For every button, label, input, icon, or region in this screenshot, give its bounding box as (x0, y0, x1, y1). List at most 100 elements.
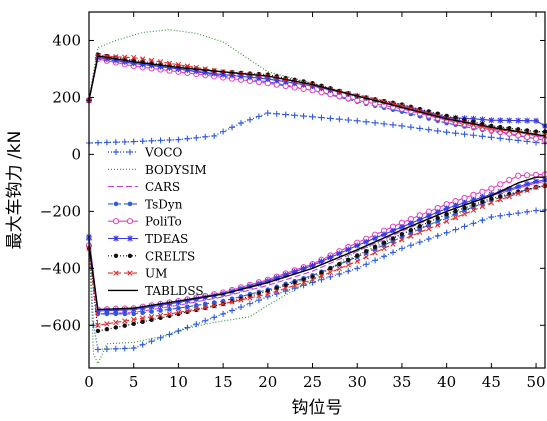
data-point (381, 240, 387, 245)
legend-item: TABLDSS (108, 284, 204, 298)
series-line-lower (88, 176, 545, 311)
data-point (246, 300, 253, 307)
y-tick-label: −200 (40, 202, 81, 220)
data-point (336, 116, 343, 123)
x-tick-label: 50 (527, 373, 546, 391)
data-point (220, 301, 226, 307)
data-point (202, 133, 209, 140)
data-point (452, 226, 459, 233)
data-point (444, 212, 449, 217)
data-point (309, 83, 316, 90)
data-point (112, 218, 120, 225)
data-point (426, 226, 432, 232)
x-tick-label: 20 (258, 373, 277, 391)
data-point (416, 239, 423, 246)
data-point (167, 307, 172, 312)
data-point (533, 207, 540, 214)
series-line-upper (88, 55, 546, 137)
data-point (363, 261, 370, 268)
data-point (435, 215, 440, 221)
data-point (193, 296, 200, 303)
data-point (202, 69, 209, 76)
data-point (140, 319, 145, 325)
data-point (506, 193, 512, 200)
data-point (533, 184, 539, 190)
data-point (282, 78, 289, 85)
data-point (157, 302, 164, 309)
data-point (426, 219, 431, 225)
data-point (497, 181, 504, 188)
data-point (532, 135, 540, 142)
data-point (184, 135, 191, 142)
data-point (300, 81, 307, 88)
data-point (175, 65, 182, 72)
data-point (139, 315, 146, 321)
x-tick-label: 15 (214, 373, 233, 391)
data-point (211, 300, 217, 305)
data-point (113, 311, 119, 317)
data-point (229, 299, 235, 305)
data-point (238, 297, 244, 303)
legend: VOCO BODYSIM CARS TsDyn PoliTo TDEAS CRELTS UM T… (108, 146, 207, 298)
data-point (148, 338, 155, 345)
data-point (113, 235, 119, 242)
legend-item: CARS (108, 180, 180, 194)
data-point (452, 130, 459, 137)
data-point (130, 345, 137, 352)
data-point (112, 57, 119, 64)
data-point (166, 64, 173, 71)
data-point (461, 223, 468, 230)
data-point (417, 223, 423, 229)
data-point (202, 304, 208, 311)
data-point (166, 300, 173, 307)
data-point (211, 314, 218, 321)
data-point (127, 270, 133, 276)
data-point (238, 296, 244, 301)
data-point (488, 134, 495, 141)
data-point (113, 319, 119, 326)
data-point (157, 59, 164, 65)
legend-label: BODYSIM (145, 163, 207, 177)
data-point (497, 135, 504, 142)
data-point (300, 113, 307, 120)
data-point (363, 254, 369, 260)
x-tick-label: 45 (482, 373, 501, 391)
data-point (121, 306, 128, 313)
data-point (176, 305, 181, 311)
data-point (246, 116, 253, 123)
data-point (346, 257, 351, 262)
data-point (255, 280, 262, 287)
data-point (131, 321, 136, 327)
data-point (372, 244, 378, 250)
data-point (273, 275, 280, 282)
legend-label: CRELTS (145, 249, 195, 263)
data-point (515, 183, 522, 190)
y-axis-label: 最大车钩力 /kN (5, 131, 25, 250)
data-point (148, 57, 155, 64)
data-point (103, 307, 110, 314)
data-point (94, 308, 101, 315)
data-point (95, 322, 101, 328)
data-point (130, 138, 137, 145)
data-point (471, 202, 476, 208)
data-point (479, 116, 486, 123)
data-point (399, 231, 405, 237)
data-point (345, 246, 352, 253)
data-point (434, 127, 441, 134)
data-point (327, 273, 334, 280)
data-point (184, 67, 191, 74)
data-point (139, 341, 146, 348)
data-point (264, 75, 271, 82)
data-point (175, 309, 182, 316)
data-point (363, 249, 369, 254)
y-tick-label: 0 (71, 145, 81, 163)
data-point (175, 299, 182, 306)
data-point (309, 262, 316, 269)
data-point (506, 186, 513, 193)
data-point (175, 136, 182, 143)
data-point (122, 318, 128, 324)
data-point (416, 125, 423, 132)
data-point (247, 295, 253, 301)
data-point (283, 285, 289, 291)
series-line-upper (88, 58, 546, 141)
